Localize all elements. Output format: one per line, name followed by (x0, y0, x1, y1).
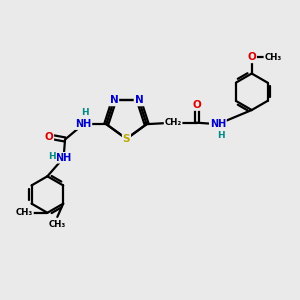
Text: NH: NH (210, 119, 226, 129)
Text: CH₂: CH₂ (164, 118, 182, 127)
Text: CH₃: CH₃ (264, 53, 281, 62)
Text: N: N (110, 95, 118, 106)
Text: O: O (247, 52, 256, 62)
Text: O: O (44, 131, 53, 142)
Text: N: N (134, 95, 143, 106)
Text: O: O (192, 100, 201, 110)
Text: H: H (49, 152, 56, 161)
Text: S: S (123, 134, 130, 144)
Text: H: H (81, 109, 88, 118)
Text: NH: NH (56, 153, 72, 163)
Text: CH₃: CH₃ (49, 220, 66, 229)
Text: CH₃: CH₃ (16, 208, 33, 217)
Text: NH: NH (75, 119, 92, 129)
Text: H: H (218, 131, 225, 140)
